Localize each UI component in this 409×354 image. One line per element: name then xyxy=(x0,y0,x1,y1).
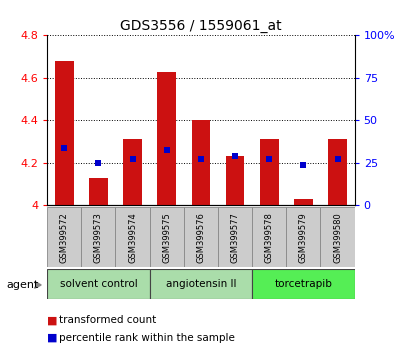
FancyBboxPatch shape xyxy=(47,269,149,299)
Text: transformed count: transformed count xyxy=(59,315,156,325)
Text: ■: ■ xyxy=(47,333,58,343)
FancyBboxPatch shape xyxy=(285,207,320,267)
Bar xyxy=(225,156,244,205)
FancyBboxPatch shape xyxy=(252,207,285,267)
FancyBboxPatch shape xyxy=(47,207,81,267)
Text: GSM399573: GSM399573 xyxy=(94,212,103,263)
Text: ■: ■ xyxy=(47,315,58,325)
Text: GSM399572: GSM399572 xyxy=(60,212,69,263)
Bar xyxy=(123,139,142,205)
Bar xyxy=(327,139,346,205)
Text: agent: agent xyxy=(6,280,38,290)
FancyBboxPatch shape xyxy=(149,269,252,299)
FancyBboxPatch shape xyxy=(252,269,354,299)
Text: angiotensin II: angiotensin II xyxy=(165,279,236,289)
Text: percentile rank within the sample: percentile rank within the sample xyxy=(59,333,235,343)
Text: solvent control: solvent control xyxy=(59,279,137,289)
Text: GSM399579: GSM399579 xyxy=(298,212,307,263)
Bar xyxy=(55,61,74,205)
FancyBboxPatch shape xyxy=(183,207,218,267)
Bar xyxy=(157,72,176,205)
Text: GSM399580: GSM399580 xyxy=(332,212,341,263)
Text: GSM399575: GSM399575 xyxy=(162,212,171,263)
Text: GSM399574: GSM399574 xyxy=(128,212,137,263)
Text: GSM399578: GSM399578 xyxy=(264,212,273,263)
Bar xyxy=(293,199,312,205)
Title: GDS3556 / 1559061_at: GDS3556 / 1559061_at xyxy=(120,19,281,33)
Text: torcetrapib: torcetrapib xyxy=(274,279,332,289)
FancyBboxPatch shape xyxy=(81,207,115,267)
Bar xyxy=(191,120,210,205)
Bar xyxy=(89,178,108,205)
Text: GSM399577: GSM399577 xyxy=(230,212,239,263)
FancyBboxPatch shape xyxy=(149,207,183,267)
Text: GSM399576: GSM399576 xyxy=(196,212,205,263)
FancyBboxPatch shape xyxy=(115,207,149,267)
FancyBboxPatch shape xyxy=(320,207,354,267)
FancyBboxPatch shape xyxy=(218,207,252,267)
Bar xyxy=(259,139,278,205)
